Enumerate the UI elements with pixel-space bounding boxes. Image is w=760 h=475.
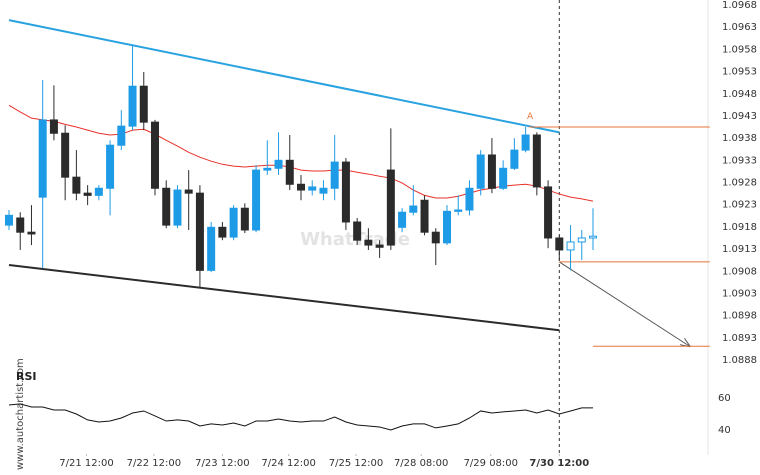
candle-body xyxy=(117,125,126,146)
x-tick-label: 7/28 08:00 xyxy=(394,458,448,469)
x-tick-label: 7/21 12:00 xyxy=(59,458,113,469)
candle-body xyxy=(544,186,553,239)
x-tick-label: 7/30 12:00 xyxy=(529,458,589,469)
y-tick-label: 1.0903 xyxy=(722,288,757,299)
x-tick-label: 7/25 12:00 xyxy=(329,458,383,469)
candle-body xyxy=(297,183,305,191)
candle-body xyxy=(128,85,137,127)
y-tick-label: 1.0888 xyxy=(722,355,757,366)
y-tick-label: 1.0893 xyxy=(722,333,757,344)
y-tick-label: 1.0933 xyxy=(722,155,757,166)
candle-body xyxy=(61,132,70,178)
rsi-tick-label: 60 xyxy=(718,393,731,404)
trend-line-lower xyxy=(8,264,560,332)
candle-body xyxy=(566,241,575,251)
y-tick-label: 1.0918 xyxy=(722,222,757,233)
rsi-line xyxy=(8,403,593,431)
candle-body xyxy=(139,85,148,123)
candle-body xyxy=(252,169,261,231)
x-tick-label: 7/23 12:00 xyxy=(195,458,249,469)
y-tick-label: 1.0958 xyxy=(722,44,757,55)
pattern-label: A xyxy=(527,112,534,122)
candle-body xyxy=(364,239,373,246)
candle-body xyxy=(16,217,25,233)
y-tick-label: 1.0923 xyxy=(722,200,757,211)
candle-body xyxy=(207,226,216,271)
candle-body xyxy=(589,235,597,239)
candle-body xyxy=(510,149,519,169)
candle-body xyxy=(353,221,362,241)
candle-body xyxy=(285,159,294,185)
candle-body xyxy=(431,231,440,244)
forecast-arrow xyxy=(559,261,689,346)
candle-body xyxy=(240,207,249,231)
y-tick-label: 1.0938 xyxy=(722,133,757,144)
candle-body xyxy=(27,231,36,235)
candle-body xyxy=(487,154,496,189)
candle-body xyxy=(72,176,81,194)
y-tick-label: 1.0953 xyxy=(722,67,757,78)
y-tick-label: 1.0943 xyxy=(722,111,757,122)
source-label: www.autochartist.com xyxy=(15,358,26,470)
candle-body xyxy=(499,167,508,189)
candle-body xyxy=(162,187,171,226)
trend-line-upper xyxy=(8,19,560,134)
candle-body xyxy=(184,189,193,194)
candle-body xyxy=(5,214,13,226)
rsi-label: RSI xyxy=(16,370,37,383)
candle-body xyxy=(398,211,407,228)
candle-body xyxy=(330,161,339,189)
y-tick-label: 1.0948 xyxy=(722,89,757,100)
candle-body xyxy=(106,144,115,189)
candle-body xyxy=(443,210,451,244)
candle-body xyxy=(274,159,283,169)
candle-body xyxy=(532,134,541,188)
candle-body xyxy=(49,119,58,134)
candle-body xyxy=(555,237,564,251)
y-tick-label: 1.0908 xyxy=(722,266,757,277)
candle-body xyxy=(465,187,474,211)
candle-body xyxy=(229,207,238,238)
candle-body xyxy=(308,186,317,191)
y-tick-label: 1.0968 xyxy=(722,0,757,11)
candle-body xyxy=(195,192,204,271)
candle-body xyxy=(94,187,103,196)
x-tick-label: 7/22 12:00 xyxy=(127,458,181,469)
candle-body xyxy=(173,189,182,226)
candle-body xyxy=(319,187,328,194)
candle-body xyxy=(420,199,429,233)
y-tick-label: 1.0963 xyxy=(722,22,757,33)
candle-body xyxy=(476,154,485,189)
x-tick-label: 7/24 12:00 xyxy=(261,458,315,469)
candle-body xyxy=(151,121,159,189)
candle-body xyxy=(83,192,92,196)
candle-body xyxy=(38,119,47,198)
candle-body xyxy=(375,244,384,248)
candle-body xyxy=(341,161,350,223)
y-tick-label: 1.0928 xyxy=(722,178,757,189)
candle-body xyxy=(218,226,227,238)
rsi-tick-label: 40 xyxy=(718,425,731,436)
candle-body xyxy=(263,167,272,171)
candle-body xyxy=(577,237,586,243)
y-tick-label: 1.0913 xyxy=(722,244,757,255)
y-tick-label: 1.0898 xyxy=(722,311,757,322)
candle-body xyxy=(521,134,530,151)
candle-body xyxy=(409,205,418,213)
x-tick-label: 7/29 08:00 xyxy=(464,458,518,469)
candle-body xyxy=(386,169,395,246)
candle-body xyxy=(454,209,463,212)
